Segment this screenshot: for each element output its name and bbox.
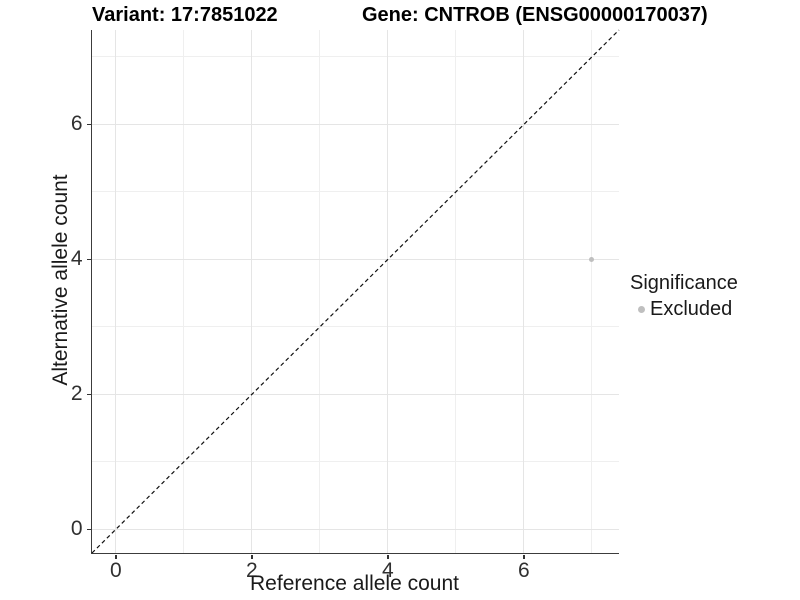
excluded-point-icon [638, 305, 645, 313]
y-tick-label: 6 [70, 112, 83, 136]
grid-minor-vertical [182, 30, 184, 553]
y-tick-mark [86, 393, 91, 396]
x-tick-label: 4 [381, 558, 394, 582]
x-tick-label: 6 [517, 558, 530, 582]
y-tick-mark [86, 123, 91, 126]
identity-line [91, 29, 619, 554]
grid-minor-vertical [454, 30, 456, 553]
plot-title-gene: Gene: CNTROB (ENSG00000170037) [362, 4, 708, 26]
x-tick-label: 2 [245, 558, 258, 582]
grid-major-vertical [114, 30, 116, 553]
grid-minor-horizontal [91, 191, 619, 193]
grid-minor-horizontal [91, 326, 619, 328]
grid-major-horizontal [91, 123, 619, 125]
x-tick-label: 0 [109, 558, 122, 582]
grid-major-horizontal [91, 258, 619, 260]
y-axis-label: Alternative allele count [49, 174, 72, 386]
legend-title: Significance [630, 272, 738, 294]
x-tick-mark [387, 554, 389, 559]
data-point [588, 256, 594, 262]
x-tick-mark [115, 554, 117, 559]
grid-minor-vertical [590, 30, 592, 553]
x-tick-mark [523, 554, 525, 559]
legend: Significance Excluded [630, 271, 738, 321]
grid-major-vertical [386, 30, 388, 553]
grid-minor-horizontal [91, 461, 619, 463]
x-axis-label: Reference allele count [250, 572, 459, 595]
grid-major-vertical [250, 30, 252, 553]
y-tick-label: 4 [70, 247, 83, 271]
legend-item-excluded: Excluded [630, 297, 738, 321]
grid-major-horizontal [91, 393, 619, 395]
y-tick-label: 2 [70, 382, 83, 406]
y-tick-mark [86, 528, 91, 531]
grid-minor-horizontal [91, 56, 619, 58]
y-tick-label: 0 [70, 517, 83, 541]
grid-major-vertical [522, 30, 524, 553]
grid-minor-vertical [318, 30, 320, 553]
plot-panel [90, 29, 619, 554]
y-tick-mark [86, 258, 91, 261]
x-tick-mark [251, 554, 253, 559]
plot-title-variant: Variant: 17:7851022 [92, 4, 278, 26]
grid-major-horizontal [91, 528, 619, 530]
legend-item-label: Excluded [650, 298, 733, 320]
